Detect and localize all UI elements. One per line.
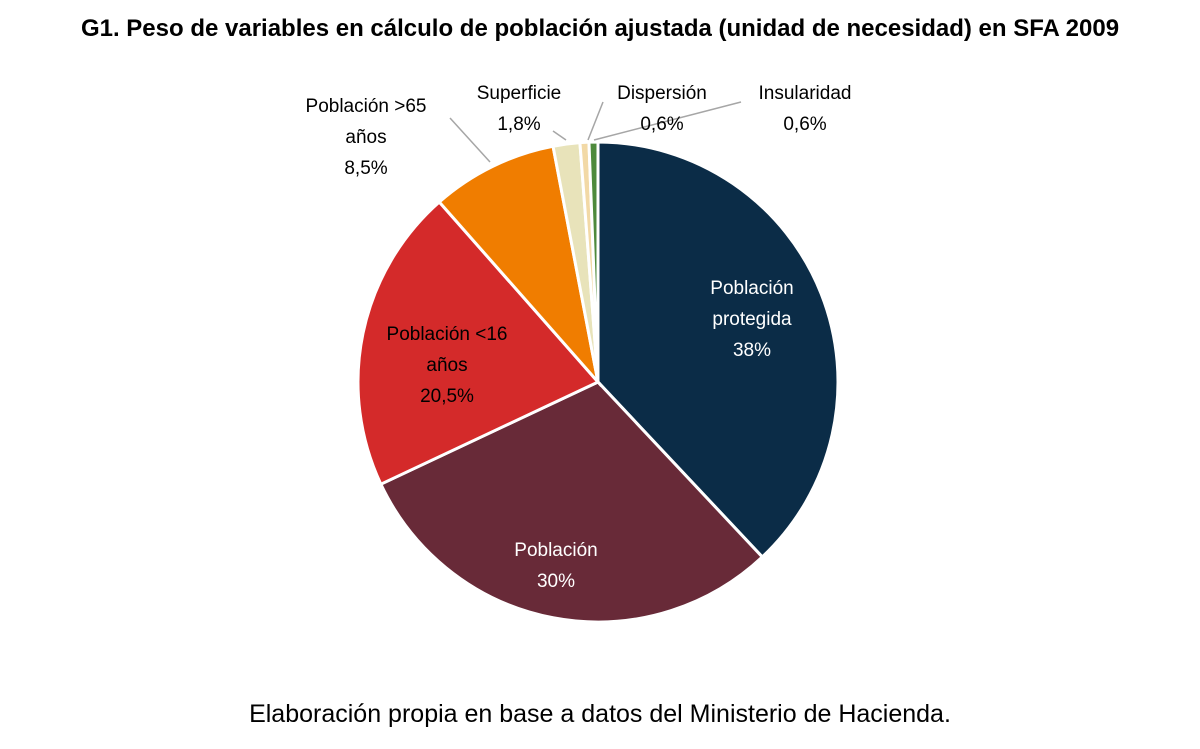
pie-slice-insularidad: [587, 140, 600, 383]
leader-line-dispersion: [587, 101, 604, 141]
pie-slice-poblacion-65-anos: [437, 144, 601, 388]
leader-line-insularidad: [593, 101, 742, 141]
data-label-poblacion-16-anos: Población <16 años 20,5%: [387, 324, 508, 407]
data-label-insularidad: Insularidad 0,6%: [759, 83, 852, 135]
data-label-dispersion: Dispersión 0,6%: [617, 83, 707, 135]
leader-line-poblacion-65-anos: [449, 117, 491, 163]
pie-slice-poblacion-protegida: [596, 140, 840, 560]
data-label-superficie: Superficie 1,8%: [477, 83, 562, 135]
data-label-poblacion-protegida: Población protegida 38%: [710, 278, 793, 361]
leader-line-superficie: [552, 130, 567, 141]
data-label-poblacion: Población 30%: [514, 540, 597, 592]
pie-slice-poblacion: [378, 380, 765, 624]
chart-title: G1. Peso de variables en cálculo de pobl…: [80, 15, 1120, 42]
source-note: Elaboración propia en base a datos del M…: [249, 700, 951, 728]
data-label-poblacion-65-anos: Población >65 años 8,5%: [306, 96, 427, 179]
pie-slice-poblacion-16-anos: [356, 199, 601, 487]
